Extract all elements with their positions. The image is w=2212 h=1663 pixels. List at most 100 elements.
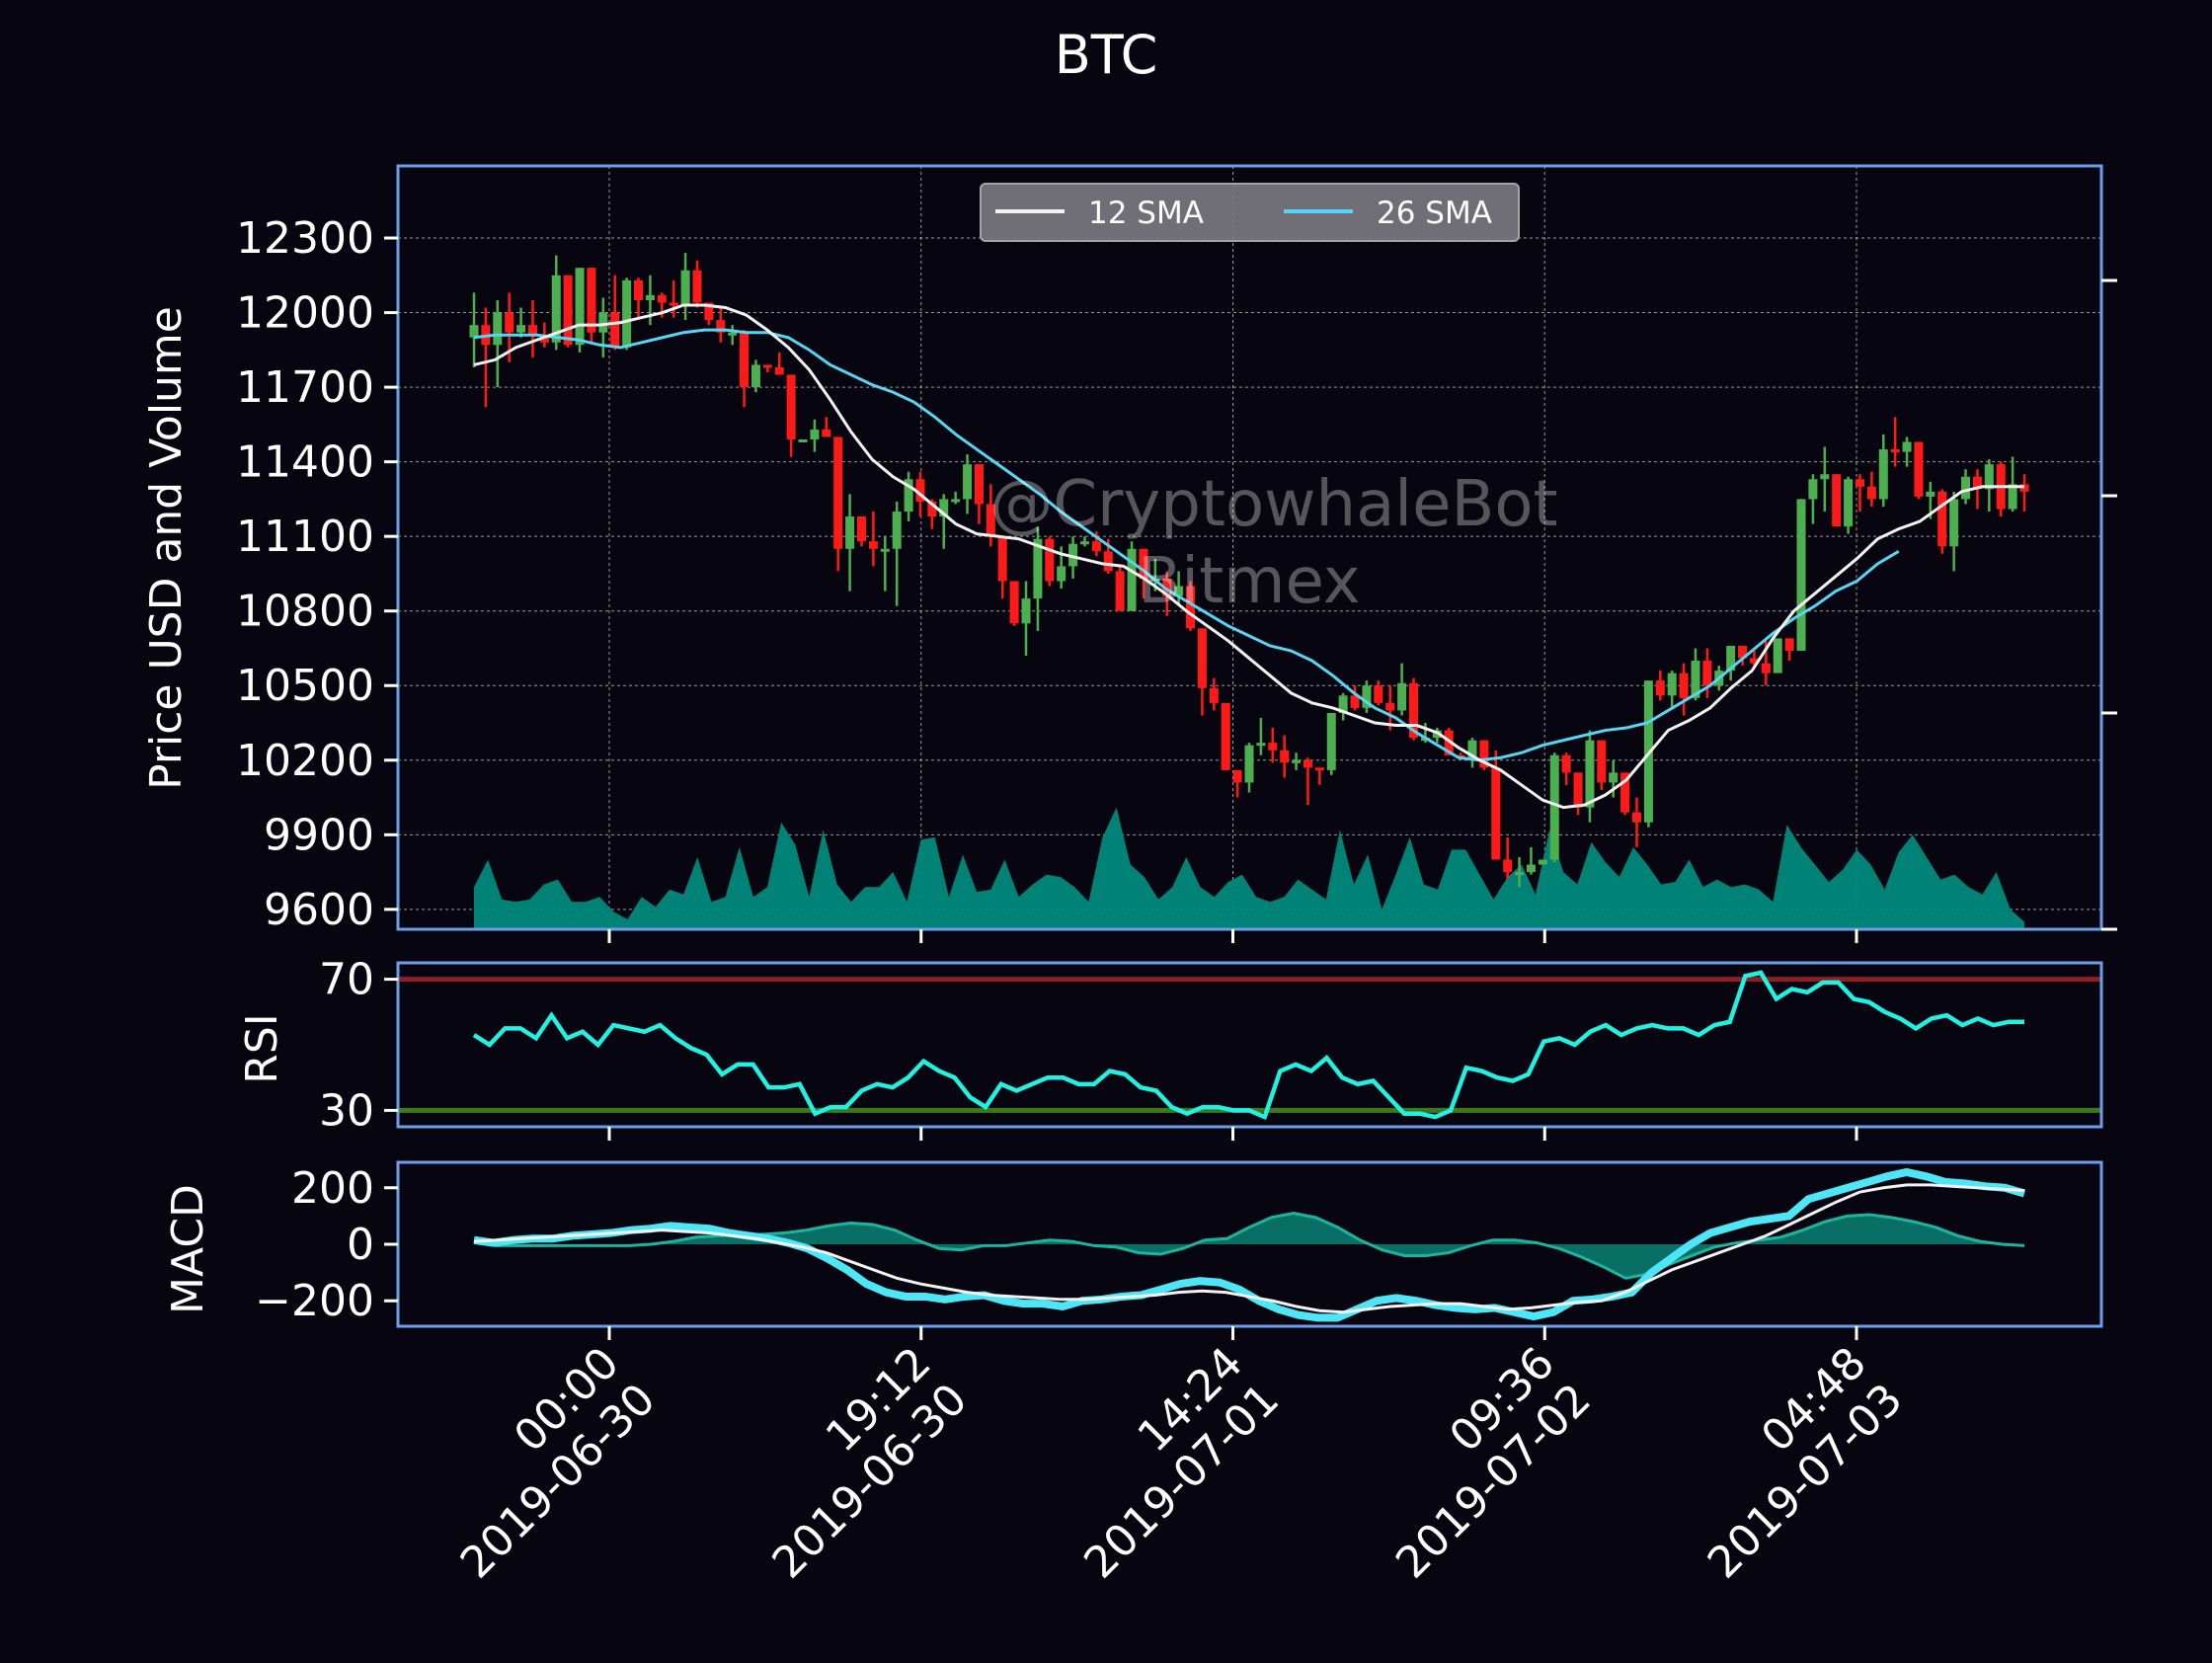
candle-body [1902,441,1912,452]
candle [857,516,866,547]
candle-body [798,438,808,442]
candle [692,260,702,308]
candle [1244,743,1254,793]
candle [1479,740,1489,770]
candle-body [1702,661,1712,686]
candle-body [880,548,890,552]
rsi-y-axis-label: RSI [237,1013,287,1083]
candle [974,464,984,524]
candle [1832,474,1842,527]
candle-body [1338,695,1348,713]
candle-body [1374,685,1383,703]
candle-body [1749,658,1759,664]
candle-body [1409,682,1419,739]
candle-body [669,302,678,306]
candle [868,511,878,567]
candle [740,330,750,408]
price-y-tick-label: 10200 [236,736,374,786]
candle [1738,645,1748,667]
candle-body [1866,486,1876,500]
candle-body [810,429,820,439]
candle-body [1679,673,1689,698]
price-right-ticks [2101,278,2117,931]
candle-body [657,294,667,303]
macd-y-tick-label: −200 [255,1276,374,1326]
candle [1503,836,1513,880]
candle-body [1280,750,1290,763]
candle [563,275,573,348]
candle-body [1972,476,1982,490]
price-legend: 12 SMA 26 SMA [980,183,1520,242]
candle [1197,628,1207,716]
candle [1009,581,1019,626]
candle [1878,434,1888,507]
candle [1937,489,1947,554]
candle-body [974,464,984,505]
candle [1385,685,1395,731]
candle-body [1855,479,1864,487]
candle-body [634,279,644,300]
candle-body [939,499,949,517]
candle-body [1174,586,1184,596]
candle [1526,846,1536,875]
sma26-line [473,328,1900,762]
candle [963,454,973,515]
candle [939,494,949,549]
candle [1796,499,1806,651]
candle [587,268,596,343]
candle-body [1127,548,1137,611]
candle-body [857,516,866,542]
candle-body [1667,673,1677,696]
candle [1866,471,1876,507]
candle [1773,638,1782,673]
candle-body [1914,441,1924,497]
candle [1961,469,1971,505]
candle-body [692,270,702,303]
candle [1538,859,1547,865]
candle-body [680,270,690,306]
candle [493,299,503,388]
candle [1374,680,1383,706]
price-y-tick-label: 10500 [236,661,374,711]
candle-body [1526,864,1536,873]
rsi-y-tick-label: 30 [319,1085,374,1136]
macd-lines [473,1167,2026,1322]
candle-body [610,312,620,348]
candle-body [1326,712,1336,770]
candle-body [1655,680,1665,696]
candle-body [1209,687,1219,703]
candle [833,436,843,572]
candle [1902,436,1912,467]
candle-body [845,516,855,549]
candle-body [1926,491,1936,497]
candle-body [1726,645,1736,672]
candle-body [1350,695,1360,708]
candle [810,419,820,452]
candle [750,359,760,393]
candle [1820,446,1830,512]
candle [1338,692,1348,721]
candle-body [1033,538,1043,599]
candle-body [1937,491,1947,547]
candle-body [1021,598,1031,624]
watermark-handle: @CryptowhaleBot [989,468,1557,541]
candle-body [774,366,784,375]
candle [1326,712,1336,775]
candle-body [1162,578,1172,596]
candle [1268,728,1278,763]
candle [1549,752,1559,863]
candle [1033,526,1043,631]
candle-body [1009,581,1019,624]
candle [774,352,784,375]
candle [1127,541,1137,611]
price-grid [398,166,2101,929]
candle-body [1784,638,1794,651]
candle-body [645,294,655,300]
candle [1314,767,1324,785]
candle-body [927,501,937,517]
candle-body [892,511,902,549]
candle [469,292,479,367]
candle [1021,581,1031,657]
candle-body [1620,772,1630,813]
